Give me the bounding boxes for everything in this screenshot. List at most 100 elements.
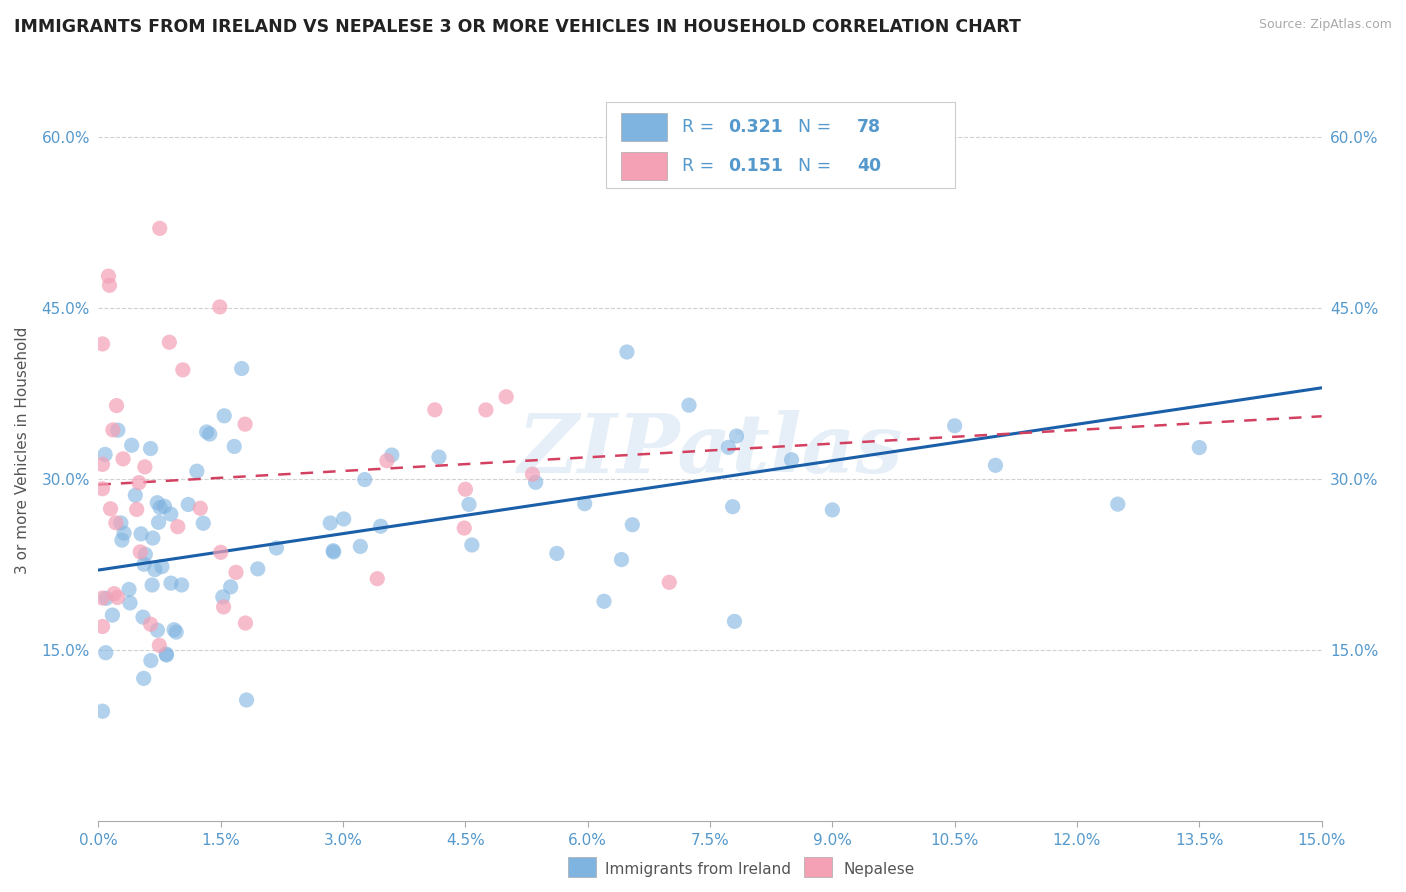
Point [780, 452, 803, 467]
Point [381, 448, 404, 462]
Point [522, 467, 544, 482]
Point [233, 417, 256, 432]
Point [322, 543, 344, 558]
Point [163, 623, 186, 637]
Point [319, 516, 342, 530]
Point [139, 654, 162, 668]
Point [616, 345, 638, 359]
Text: IMMIGRANTS FROM IRELAND VS NEPALESE 3 OR MORE VEHICLES IN HOUSEHOLD CORRELATION : IMMIGRANTS FROM IRELAND VS NEPALESE 3 OR… [14, 18, 1021, 36]
Point [266, 541, 288, 555]
Point [155, 648, 177, 662]
Point [524, 475, 547, 490]
Point [208, 300, 231, 314]
Point [148, 638, 170, 652]
Point [235, 693, 257, 707]
Point [458, 498, 481, 512]
FancyBboxPatch shape [606, 103, 955, 187]
Text: Immigrants from Ireland: Immigrants from Ireland [605, 863, 790, 877]
Point [198, 427, 221, 442]
Point [188, 501, 211, 516]
Point [1107, 497, 1129, 511]
Point [143, 563, 166, 577]
Point [134, 459, 156, 474]
Point [124, 488, 146, 502]
Point [91, 591, 114, 605]
Point [453, 521, 475, 535]
Point [186, 464, 208, 478]
Point [146, 496, 169, 510]
Point [100, 501, 122, 516]
Point [621, 517, 644, 532]
Point [139, 617, 162, 632]
Point [172, 363, 194, 377]
Text: 0.321: 0.321 [728, 118, 783, 136]
Text: 78: 78 [856, 118, 882, 136]
Point [375, 453, 398, 467]
Point [97, 269, 120, 284]
Point [103, 587, 125, 601]
Point [146, 623, 169, 637]
Point [110, 516, 132, 530]
Text: N =: N = [787, 157, 837, 175]
Point [134, 548, 156, 562]
Point [101, 608, 124, 623]
Text: 40: 40 [856, 157, 882, 175]
Point [322, 545, 344, 559]
Point [984, 458, 1007, 473]
Text: 0.151: 0.151 [728, 157, 783, 175]
Point [209, 545, 232, 559]
Point [211, 590, 233, 604]
Point [150, 559, 173, 574]
Point [231, 361, 253, 376]
FancyBboxPatch shape [620, 113, 668, 141]
Point [235, 615, 257, 630]
Point [139, 442, 162, 456]
Point [725, 429, 748, 443]
Point [121, 438, 143, 452]
Point [195, 425, 218, 439]
Point [132, 558, 155, 572]
Point [129, 545, 152, 559]
Point [153, 500, 176, 514]
Point [105, 399, 128, 413]
Point [98, 278, 121, 293]
FancyBboxPatch shape [620, 153, 668, 180]
Point [149, 221, 172, 235]
Point [678, 398, 700, 412]
Text: Nepalese: Nepalese [844, 863, 915, 877]
Point [118, 582, 141, 597]
Point [349, 540, 371, 554]
Point [423, 402, 446, 417]
Point [111, 533, 134, 547]
Point [157, 335, 180, 350]
Point [142, 531, 165, 545]
Point [225, 566, 247, 580]
Point [128, 475, 150, 490]
Point [212, 599, 235, 614]
Point [246, 562, 269, 576]
Point [546, 546, 568, 560]
Point [177, 498, 200, 512]
Point [224, 439, 246, 453]
Point [91, 704, 114, 718]
Text: N =: N = [787, 118, 837, 136]
Point [658, 575, 681, 590]
Point [610, 552, 633, 566]
FancyBboxPatch shape [568, 857, 596, 877]
Point [101, 423, 124, 437]
Point [132, 672, 155, 686]
Point [91, 337, 114, 351]
Text: R =: R = [682, 118, 720, 136]
Point [160, 507, 183, 521]
Point [96, 591, 118, 606]
Point [723, 615, 745, 629]
Point [366, 572, 388, 586]
Point [219, 580, 242, 594]
Point [91, 619, 114, 633]
Point [149, 500, 172, 515]
Point [1188, 441, 1211, 455]
Point [212, 409, 235, 423]
Point [353, 473, 375, 487]
Point [721, 500, 744, 514]
Y-axis label: 3 or more Vehicles in Household: 3 or more Vehicles in Household [15, 326, 31, 574]
